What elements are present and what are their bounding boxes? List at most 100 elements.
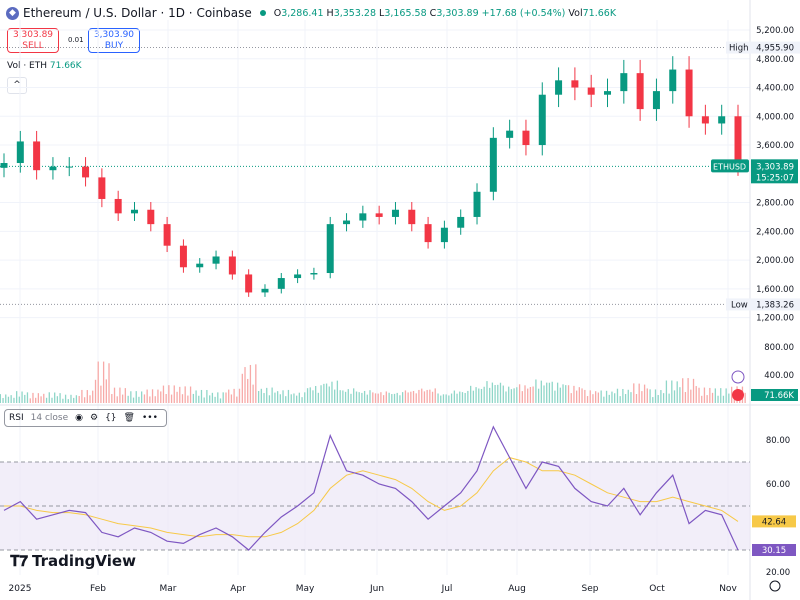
volume-bar [328, 386, 330, 403]
volume-bar [214, 396, 216, 403]
rsi-ma-line [4, 457, 739, 538]
volume-bar [595, 391, 597, 403]
volume-bar [429, 389, 431, 403]
volume-bar [559, 387, 561, 403]
volume-bar [209, 395, 211, 403]
volume-bar [679, 387, 681, 403]
rsi-ma-value: 42.64 [762, 517, 786, 527]
volume-bar [548, 382, 551, 403]
settings-icon[interactable]: ⚙ [89, 413, 99, 423]
volume-bar [40, 396, 42, 403]
volume-bar [78, 396, 80, 403]
eye-icon[interactable]: ◉ [75, 413, 83, 423]
volume-bar [586, 396, 589, 403]
candle [294, 274, 302, 279]
volume-bar [45, 397, 48, 403]
source-code-icon[interactable]: {} [105, 413, 117, 423]
price-axis-label: 2,400.00 [756, 227, 794, 237]
buy-label: BUY [104, 41, 124, 51]
volume-bar [489, 387, 491, 403]
last-price: 3,303.89 [756, 162, 794, 172]
volume-bar [630, 392, 632, 403]
symbol-header: ◆ Ethereum / U.S. Dollar · 1D · Coinbase… [6, 6, 616, 20]
volume-bar [426, 389, 428, 403]
volume-bar [391, 394, 393, 403]
sell-button[interactable]: 3,303.89 SELL [7, 28, 59, 53]
time-axis-label: Jun [369, 584, 384, 594]
volume-bar [434, 388, 436, 403]
volume-bar [342, 390, 344, 403]
buy-button[interactable]: 3,303.90 BUY [88, 28, 140, 53]
volume-bar [532, 386, 534, 403]
volume-bar [26, 392, 29, 403]
volume-bar [287, 389, 290, 403]
volume-bar [111, 394, 113, 403]
more-icon[interactable]: ••• [141, 413, 158, 423]
volume-bar [179, 386, 181, 403]
candle [555, 80, 563, 95]
volume-bar [100, 385, 102, 403]
volume-bar [119, 387, 121, 403]
collapse-legend-button[interactable]: ^ [7, 77, 27, 94]
volume-bar [638, 383, 640, 403]
volume-bar [720, 388, 722, 403]
volume-bar [32, 392, 34, 403]
time-axis-label: Sep [582, 584, 599, 594]
candle [359, 213, 367, 221]
volume-bar [505, 391, 507, 403]
volume-bar [18, 396, 21, 403]
volume-bar [135, 391, 137, 403]
volume-bar [67, 399, 69, 403]
volume-bar [657, 395, 659, 403]
volume-bar [668, 393, 670, 403]
volume-bar [472, 390, 475, 403]
volume-bar [10, 395, 12, 403]
volume-bar [597, 392, 599, 403]
price-axis-label: 400.00 [764, 371, 794, 381]
volume-bar [608, 394, 610, 403]
volume-bar [431, 391, 434, 403]
rsi-label: RSI [9, 413, 24, 423]
symbol-tag-label: ETHUSD [713, 162, 746, 171]
rsi-value: 30.15 [762, 546, 786, 556]
volume-bar [146, 389, 148, 403]
volume-bar [355, 391, 358, 403]
volume-bar [244, 367, 246, 403]
symbol-title[interactable]: Ethereum / U.S. Dollar · 1D · Coinbase [23, 6, 252, 20]
volume-bar [464, 392, 466, 403]
volume-bar [627, 389, 629, 403]
volume-bar [393, 393, 396, 403]
volume-bar [86, 390, 88, 403]
volume-bar [535, 379, 537, 403]
volume-bar [410, 391, 412, 403]
candle [245, 274, 253, 293]
last-price-tag [751, 159, 798, 184]
lightning-icon [731, 370, 745, 384]
volume-bar [725, 388, 727, 403]
volume-bar [211, 392, 214, 403]
volume-bar [399, 395, 401, 403]
candle [33, 141, 41, 171]
volume-bar [361, 392, 363, 403]
volume-bar [684, 392, 687, 403]
volume-bar [695, 386, 697, 403]
candle [196, 263, 204, 268]
volume-bar [124, 388, 126, 403]
volume-bar [641, 391, 643, 403]
volume-bar [698, 387, 700, 403]
trash-icon[interactable]: 🗑 [123, 413, 135, 423]
volume-bar [249, 364, 252, 403]
volume-bar [377, 393, 379, 403]
volume-bar [510, 389, 513, 403]
volume-bar [70, 394, 72, 403]
volume-bar [296, 395, 298, 403]
volume-bar [521, 391, 523, 403]
candle [0, 163, 8, 168]
volume-bar [622, 388, 624, 403]
volume-bar [570, 393, 572, 403]
volume-bar [652, 397, 654, 403]
volume-bar [317, 392, 320, 403]
volume-bar [551, 381, 553, 403]
volume-bar [575, 390, 578, 403]
